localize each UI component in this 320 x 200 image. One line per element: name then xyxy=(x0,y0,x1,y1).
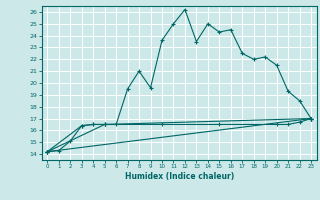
X-axis label: Humidex (Indice chaleur): Humidex (Indice chaleur) xyxy=(124,172,234,181)
